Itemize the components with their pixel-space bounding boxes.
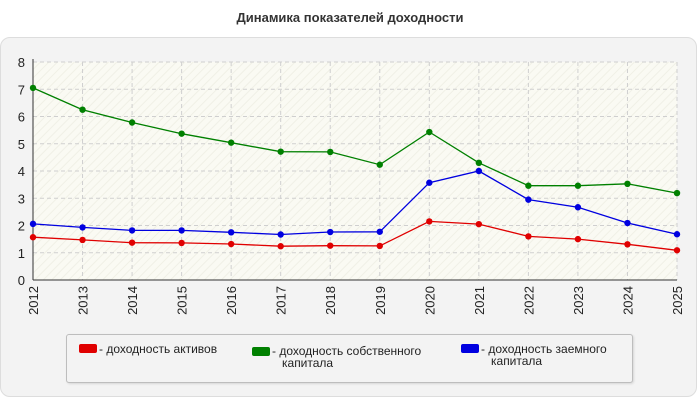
series-2-point [376,228,383,235]
series-1-point [178,130,185,137]
x-tick-label: 2024 [620,286,635,315]
y-tick-label: 5 [18,137,25,152]
y-tick-label: 3 [18,191,25,206]
series-0-point [79,236,86,244]
x-tick-label: 2025 [670,286,685,315]
legend-label-equity: - доходность собственного [272,344,422,358]
series-2-point [29,220,37,228]
legend-label-assets: - доходность активов [99,342,218,356]
series-0-point [227,240,235,248]
series-2-point [426,179,433,186]
x-tick-label: 2021 [472,286,487,315]
x-tick-label: 2023 [571,286,586,315]
series-2-point [327,228,334,236]
legend-swatch-assets [79,344,97,353]
legend-label-debt: - доходность заемного [481,342,607,356]
x-tick-label: 2016 [224,286,239,315]
legend-label-equity-line2: капитала [282,356,334,370]
legend: - доходность активов - доходность собств… [66,334,633,383]
series-0-point [128,239,136,246]
series-1-point [475,159,483,167]
series-2-point [624,219,631,227]
chart-title: Динамика показателей доходности [236,10,464,25]
x-tick-label: 2012 [26,286,41,315]
series-1-point [29,84,37,92]
x-tick-label: 2013 [76,286,91,315]
series-0-point [29,234,37,241]
series-1-point [128,119,136,126]
series-1-point [525,182,532,189]
series-2-point [227,229,235,236]
series-lines [29,84,681,254]
series-line-1 [32,87,678,194]
series-0-point [475,220,483,228]
grid-lines [33,61,678,280]
series-2-point [79,224,86,231]
series-1-point [327,148,334,156]
legend-swatch-equity [252,347,270,356]
y-tick-label: 4 [18,164,25,179]
x-tick-label: 2017 [274,286,289,315]
axes [32,59,677,281]
legend-label-debt-line2: капитала [491,354,543,368]
series-2-point [277,231,284,238]
y-tick-label: 0 [18,273,25,288]
series-0-point [277,243,284,250]
x-tick-label: 2015 [175,286,190,315]
series-0-point [673,247,681,254]
series-1-point [277,148,284,155]
series-line-2 [32,170,678,236]
series-1-point [574,182,582,189]
series-2-point [525,196,532,203]
series-2-point [178,227,185,234]
series-2-point [574,204,582,211]
y-tick-label: 6 [18,110,25,125]
series-0-point [525,233,532,240]
y-tick-label: 7 [18,82,25,97]
x-tick-label: 2019 [373,286,388,315]
series-1-point [79,106,86,113]
series-0-point [624,241,631,248]
y-tick-label: 8 [18,55,25,70]
legend-swatch-debt [461,344,479,353]
series-2-point [673,231,681,238]
x-tick-label: 2020 [422,286,437,315]
series-1-point [426,128,433,136]
y-axis-tick-labels: 0 1 2 3 4 5 6 7 8 [18,55,25,288]
series-0-point [327,242,334,249]
series-line-0 [32,220,678,251]
series-0-point [178,239,185,247]
series-1-point [624,180,631,188]
y-tick-label: 2 [18,219,25,234]
series-2-point [128,227,136,234]
series-1-point [227,139,235,146]
series-0-point [574,235,582,243]
series-2-point [475,167,483,175]
x-tick-label: 2014 [125,286,140,315]
series-1-point [673,189,681,197]
series-1-point [376,161,383,168]
series-0-point [426,218,433,225]
series-0-point [376,242,383,250]
x-tick-label: 2022 [521,286,536,315]
x-axis-tick-labels: 2012 2013 2014 2015 2016 2017 2018 2019 2020 2021… [26,286,685,315]
x-tick-label: 2018 [323,286,338,315]
y-tick-label: 1 [18,246,25,261]
